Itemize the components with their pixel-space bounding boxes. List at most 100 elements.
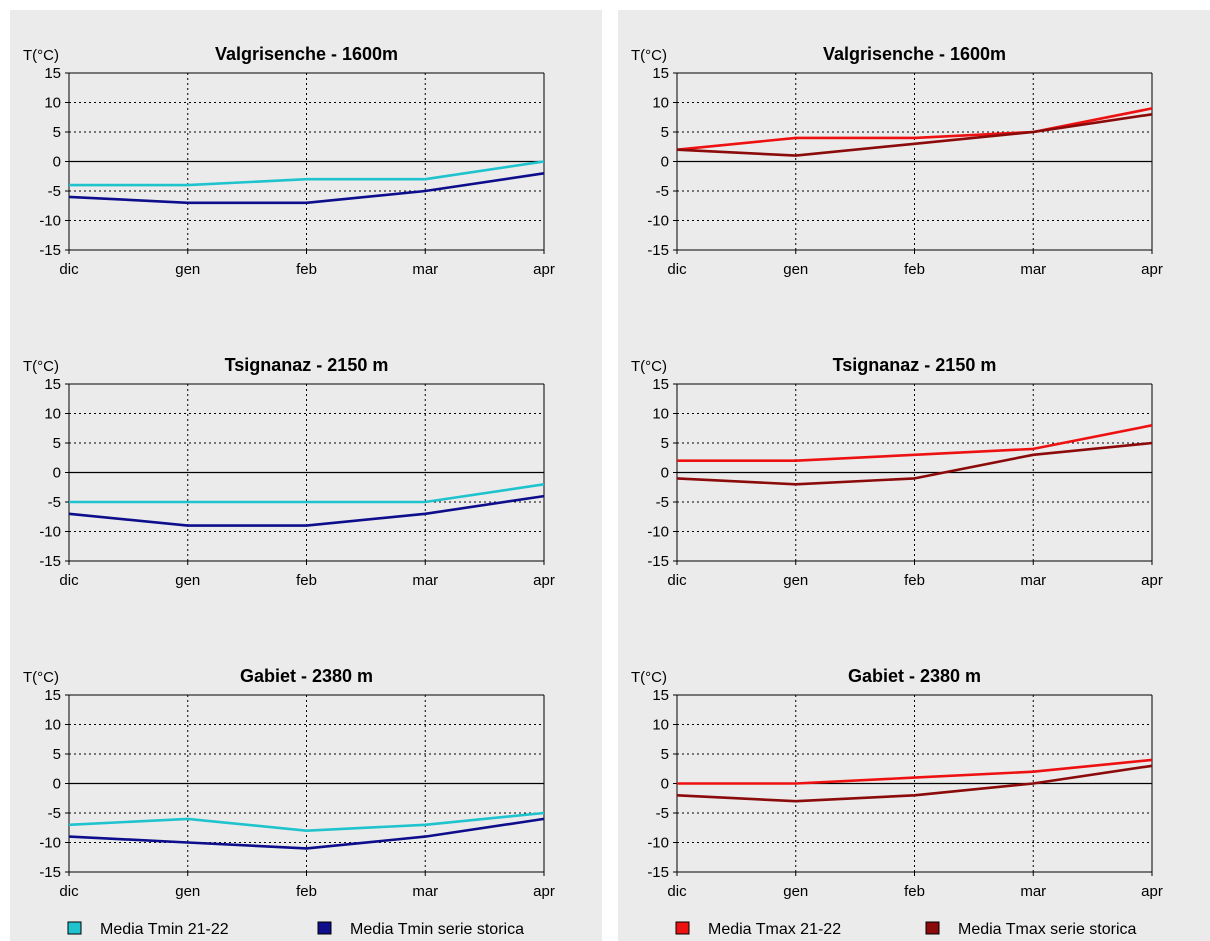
series-line-0 [69,483,545,504]
legend-right: Media Tmax 21-22 Media Tmax serie storica [675,921,1137,938]
x-tick-label: apr [1141,572,1163,589]
y-tick-label: 15 [44,376,61,393]
chart-title: Tsignanaz - 2150 m [225,355,389,375]
chart-left-2: T(°C) Gabiet - 2380 m 15 10 5 0 -5 -10 -15 dic gen… [23,666,555,900]
y-tick-label: -15 [39,864,61,881]
x-tick-label: mar [1020,572,1046,589]
y-axis-label: T(°C) [631,47,667,64]
x-tick-label: dic [59,572,79,589]
x-tick-label: feb [296,883,317,900]
y-tick-label: 15 [44,687,61,704]
legend-label: Media Tmax serie storica [958,921,1137,938]
x-tick-label: dic [667,572,687,589]
y-axis-label: T(°C) [631,669,667,686]
y-tick-label: -10 [39,835,61,852]
y-tick-label: -10 [39,524,61,541]
legend-label: Media Tmin 21-22 [100,921,229,938]
series-line-1 [676,113,1153,157]
y-axis-label: T(°C) [23,669,59,686]
y-tick-label: -5 [656,805,669,822]
y-tick-label: -15 [647,553,669,570]
tmin-charts-svg: T(°C) Valgrisenche - 1600m 15 10 5 0 -5 -10 -15 d… [23,44,555,938]
y-tick-label: 0 [661,776,669,793]
legend-left: Media Tmin 21-22 Media Tmin serie storica [67,921,524,938]
x-tick-label: mar [412,883,438,900]
series-line-0 [677,424,1153,463]
x-tick-label: apr [1141,883,1163,900]
chart-title: Valgrisenche - 1600m [215,44,398,64]
y-tick-label: -15 [39,553,61,570]
legend-swatch [67,921,82,935]
legend-label: Media Tmin serie storica [350,921,524,938]
y-tick-label: 10 [652,717,669,734]
x-tick-label: apr [533,572,555,589]
y-tick-label: 10 [652,95,669,112]
y-tick-label: 15 [44,65,61,82]
y-tick-label: 5 [53,746,61,763]
y-tick-label: 10 [44,95,61,112]
tmax-charts-svg: T(°C) Valgrisenche - 1600m 15 10 5 0 -5 -10 -15 d… [631,44,1163,938]
series-line-1 [676,764,1153,803]
x-tick-label: feb [296,261,317,278]
series-line-0 [676,107,1153,151]
y-tick-label: -15 [39,242,61,259]
y-tick-label: -5 [656,183,669,200]
x-tick-label: gen [175,572,200,589]
x-tick-label: mar [1020,883,1046,900]
chart-right-1: T(°C) Tsignanaz - 2150 m 15 10 5 0 -5 -10 -15 dic… [631,355,1163,589]
x-tick-label: dic [59,261,79,278]
series-line-1 [68,817,545,850]
y-tick-label: -15 [647,242,669,259]
x-tick-label: dic [59,883,79,900]
y-tick-label: 0 [661,465,669,482]
y-tick-label: 10 [652,406,669,423]
x-tick-label: feb [904,883,925,900]
y-tick-label: -10 [647,524,669,541]
y-axis-label: T(°C) [23,358,59,375]
x-tick-label: gen [175,261,200,278]
legend-swatch [925,921,940,935]
y-tick-label: -5 [656,494,669,511]
chart-title: Tsignanaz - 2150 m [833,355,997,375]
x-tick-label: mar [412,572,438,589]
x-tick-label: gen [783,572,808,589]
y-tick-label: 5 [53,124,61,141]
x-tick-label: feb [296,572,317,589]
y-tick-label: 10 [44,717,61,734]
y-tick-label: 0 [53,776,61,793]
tmin-panel: T(°C) Valgrisenche - 1600m 15 10 5 0 -5 -10 -15 d… [10,10,602,941]
y-tick-label: 5 [661,435,669,452]
chart-right-0: T(°C) Valgrisenche - 1600m 15 10 5 0 -5 -10 -15 d… [631,44,1163,278]
y-tick-label: 0 [53,465,61,482]
y-axis-label: T(°C) [631,358,667,375]
y-tick-label: 5 [53,435,61,452]
x-tick-label: dic [667,883,687,900]
series-line-1 [676,441,1153,486]
y-tick-label: -10 [647,213,669,230]
x-tick-label: gen [783,261,808,278]
chart-title: Gabiet - 2380 m [240,666,373,686]
y-tick-label: -10 [39,213,61,230]
y-tick-label: 10 [44,406,61,423]
y-tick-label: 15 [652,687,669,704]
y-tick-label: -5 [48,183,61,200]
y-tick-label: 15 [652,376,669,393]
series-line-0 [677,758,1153,785]
chart-title: Valgrisenche - 1600m [823,44,1006,64]
x-tick-label: feb [904,261,925,278]
y-tick-label: 0 [661,154,669,171]
x-tick-label: apr [533,261,555,278]
chart-left-0: T(°C) Valgrisenche - 1600m 15 10 5 0 -5 -10 -15 d… [23,44,555,278]
chart-title: Gabiet - 2380 m [848,666,981,686]
series-line-0 [69,160,545,187]
x-tick-label: gen [783,883,808,900]
y-tick-label: 5 [661,746,669,763]
x-tick-label: dic [667,261,687,278]
y-tick-label: -15 [647,864,669,881]
x-tick-label: apr [1141,261,1163,278]
x-tick-label: mar [1020,261,1046,278]
chart-left-1: T(°C) Tsignanaz - 2150 m 15 10 5 0 -5 -10 -15 dic… [23,355,555,589]
series-line-0 [68,811,545,833]
x-tick-label: mar [412,261,438,278]
series-line-1 [68,494,545,527]
